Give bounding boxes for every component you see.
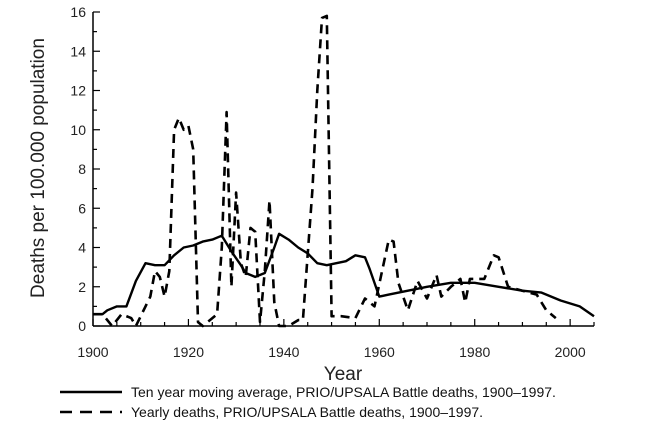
y-tick-label: 0	[78, 318, 86, 334]
x-tick-label: 2000	[555, 344, 586, 360]
series-layer	[93, 14, 595, 328]
x-tick-label: 1940	[268, 344, 299, 360]
x-tick-label: 1960	[364, 344, 395, 360]
x-tick-label: 1920	[173, 344, 204, 360]
x-tick-label: 1900	[77, 344, 108, 360]
y-tick-label: 4	[78, 240, 86, 256]
y-axis-label: Deaths per 100.000 population	[28, 38, 49, 298]
y-tick-label: 6	[78, 200, 86, 216]
moving-average-line	[93, 232, 595, 318]
y-tick-label: 16	[70, 4, 86, 20]
axes: 0 2 4 6 8 10 12 14 16 1900 1920 1940 1960 1980 2000	[70, 4, 595, 360]
x-axis-label: Year	[324, 364, 363, 385]
yearly-deaths-line	[93, 14, 557, 328]
y-tick-label: 2	[78, 279, 86, 295]
legend-label: Yearly deaths, PRIO/UPSALA Battle deaths…	[131, 404, 483, 420]
legend: Ten year moving average, PRIO/UPSALA Bat…	[60, 384, 556, 420]
y-tick-label: 12	[70, 83, 86, 99]
y-tick-label: 8	[78, 161, 86, 177]
x-tick-label: 1980	[459, 344, 490, 360]
legend-label: Ten year moving average, PRIO/UPSALA Bat…	[131, 384, 556, 400]
y-tick-label: 14	[70, 43, 86, 59]
y-tick-label: 10	[70, 122, 86, 138]
